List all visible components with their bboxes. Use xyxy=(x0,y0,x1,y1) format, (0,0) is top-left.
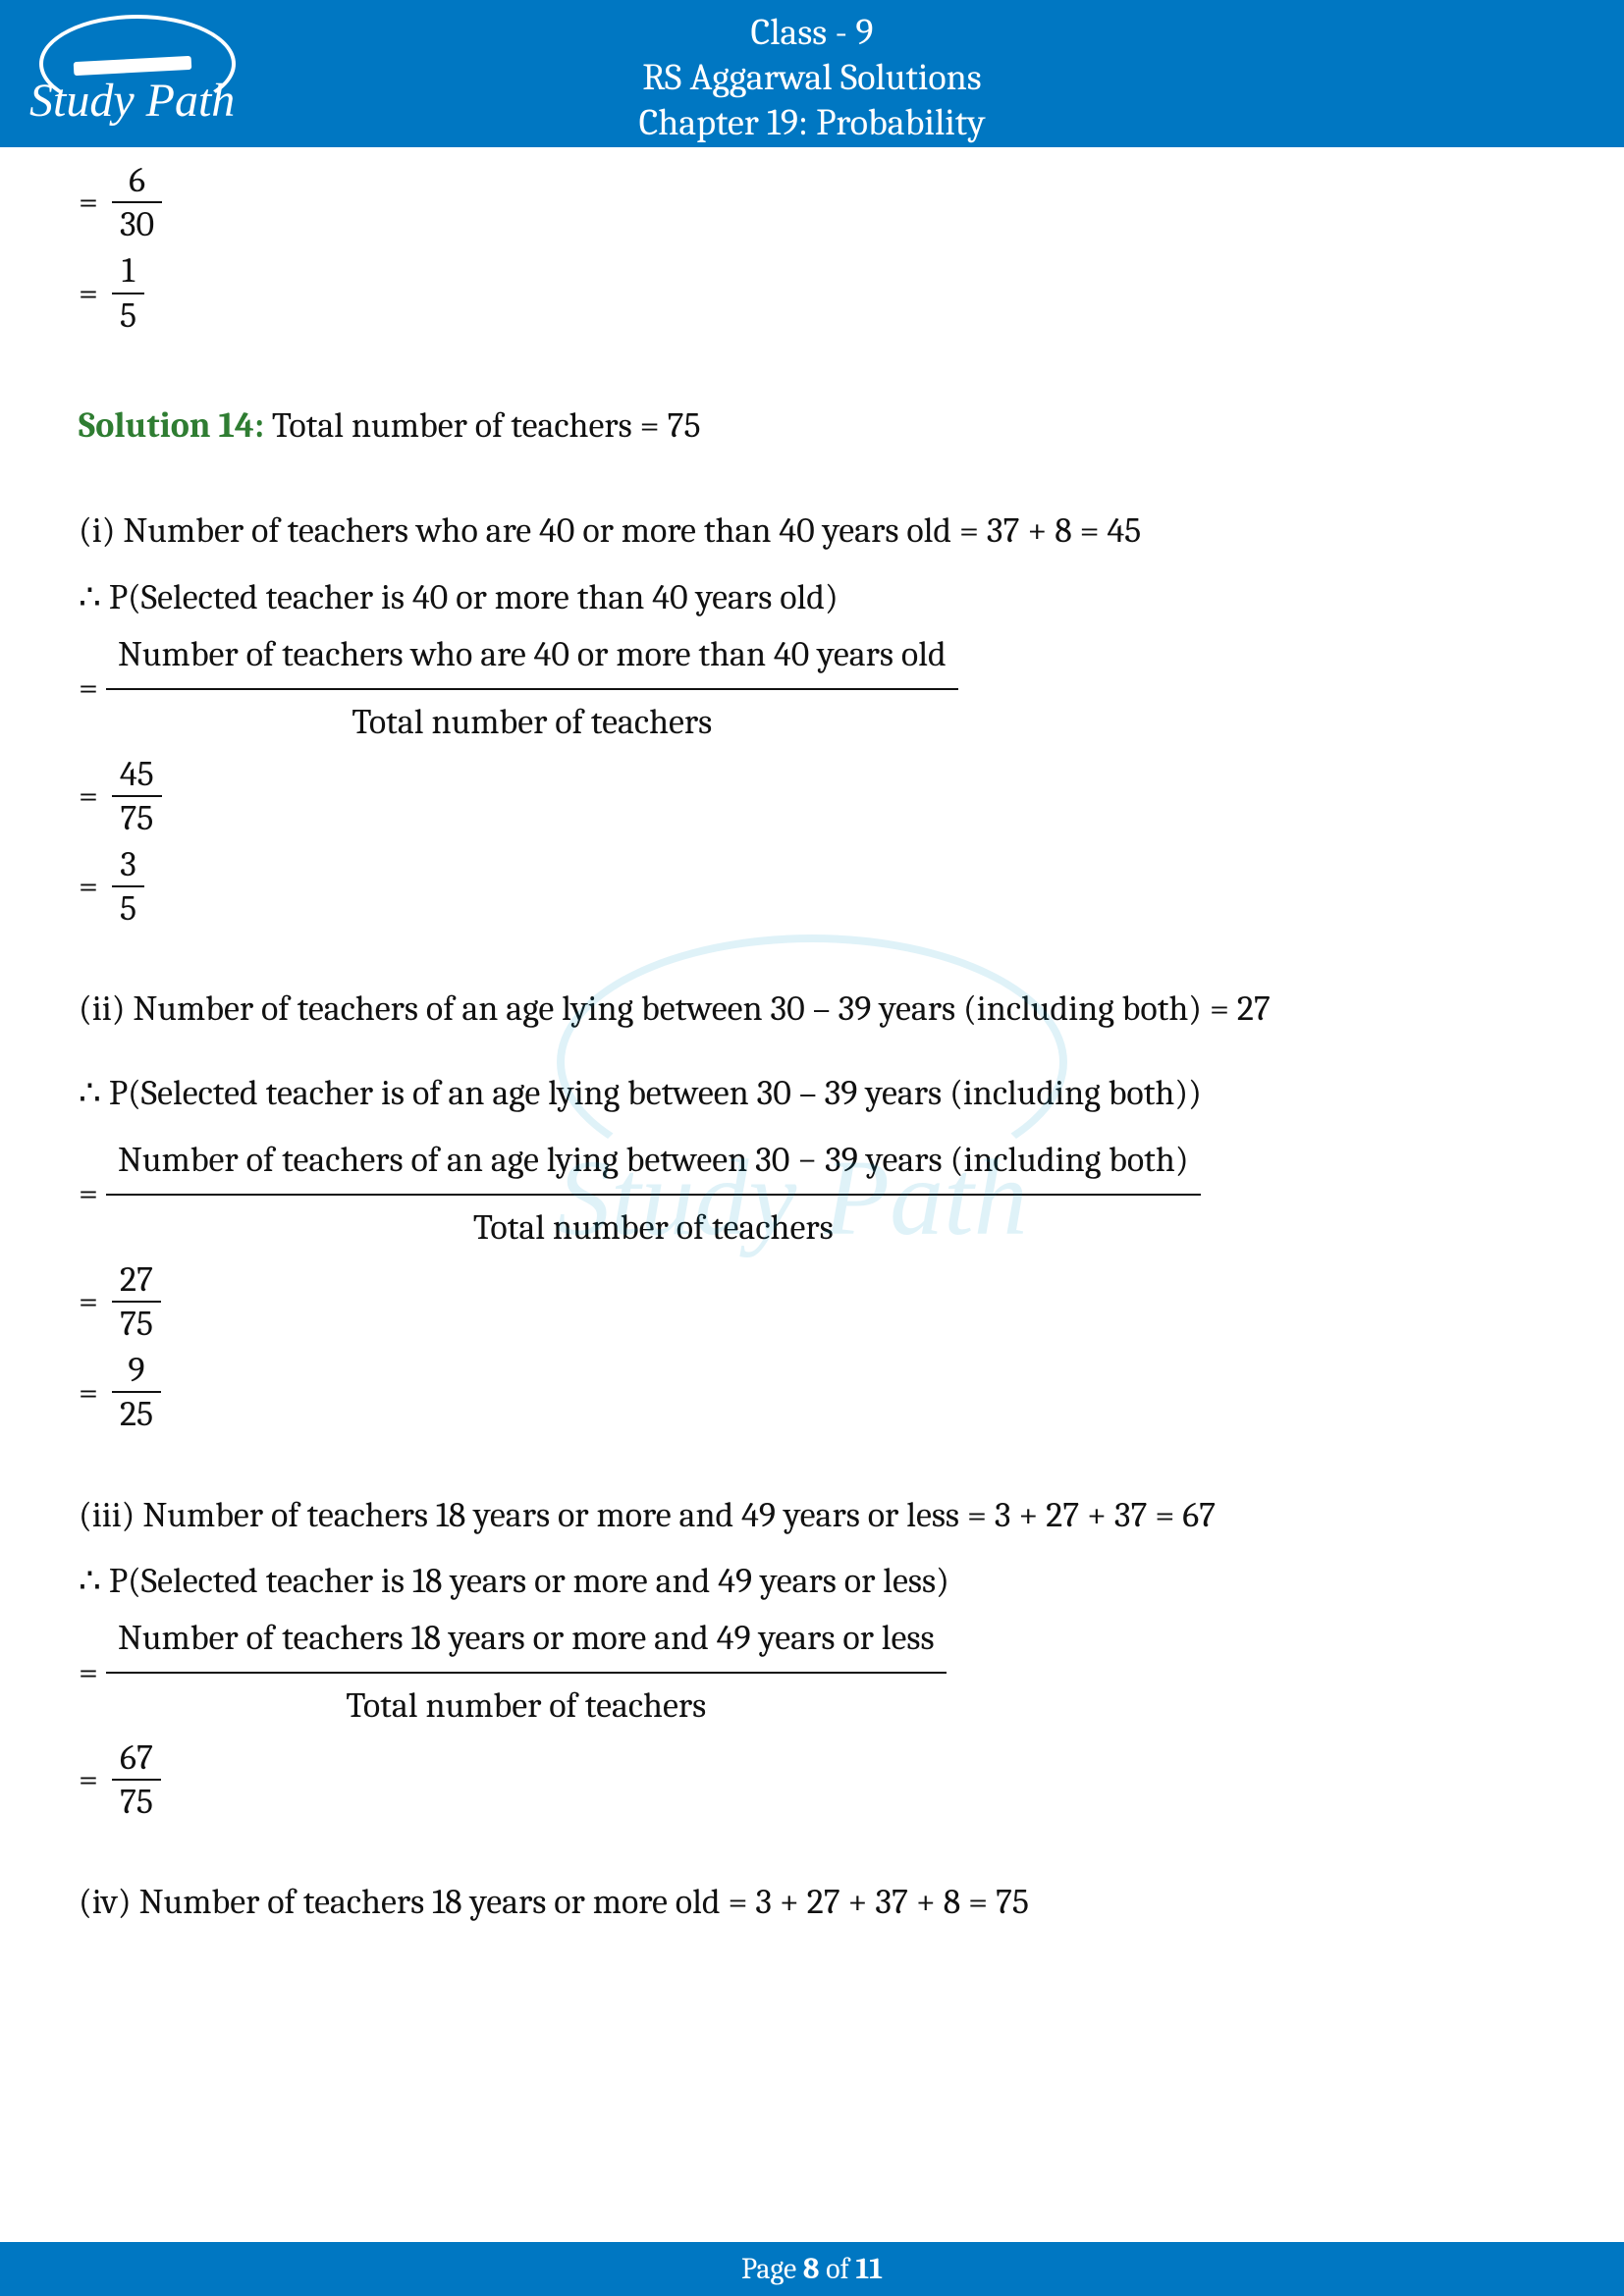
numerator: 6 xyxy=(112,159,162,203)
footer-current-page: 8 xyxy=(803,2252,820,2286)
denominator: 75 xyxy=(112,797,162,839)
page-header: Study Path Class - 9 RS Aggarwal Solutio… xyxy=(0,0,1624,147)
denominator: 5 xyxy=(112,294,144,337)
part-iv-line1: (iv) Number of teachers 18 years or more… xyxy=(79,1874,1545,1931)
equation-row: = 3 5 xyxy=(79,841,1545,932)
denominator-text: Total number of teachers xyxy=(334,1674,718,1735)
part-iii-line1: (iii) Number of teachers 18 years or mor… xyxy=(79,1487,1545,1544)
equation-row: = 67 75 xyxy=(79,1735,1545,1825)
equals-sign: = xyxy=(79,1644,98,1701)
equals-sign: = xyxy=(79,660,98,717)
numerator-text: Number of teachers of an age lying betwe… xyxy=(106,1132,1201,1197)
fraction: 3 5 xyxy=(112,843,144,930)
solution-label: Solution 14: xyxy=(79,405,264,446)
denominator: 30 xyxy=(112,203,162,245)
denominator-text: Total number of teachers xyxy=(340,690,724,751)
part-i-line2: ∴ P(Selected teacher is 40 or more than … xyxy=(79,569,1545,626)
part-i-line1: (i) Number of teachers who are 40 or mor… xyxy=(79,503,1545,560)
footer-mid: of xyxy=(819,2252,855,2286)
equation-row: = 45 75 xyxy=(79,751,1545,841)
page-footer: Page 8 of 11 xyxy=(0,2242,1624,2296)
denominator: 5 xyxy=(112,887,144,930)
equals-sign: = xyxy=(79,1165,98,1222)
text-fraction: Number of teachers who are 40 or more th… xyxy=(106,626,958,751)
part-ii-line2: ∴ P(Selected teacher is of an age lying … xyxy=(79,1065,1545,1122)
equals-sign: = xyxy=(79,1273,98,1330)
equals-sign: = xyxy=(79,1751,98,1808)
numerator: 27 xyxy=(112,1258,161,1303)
equals-sign: = xyxy=(79,265,98,322)
part-iii-line2: ∴ P(Selected teacher is 18 years or more… xyxy=(79,1553,1545,1610)
numerator: 3 xyxy=(112,843,144,887)
equals-sign: = xyxy=(79,174,98,231)
denominator: 75 xyxy=(112,1303,161,1345)
numerator: 45 xyxy=(112,753,162,797)
text-fraction: Number of teachers of an age lying betwe… xyxy=(106,1132,1201,1256)
page-content: Study Path = 6 30 = 1 5 Solution 14: Tot… xyxy=(0,147,1624,1931)
fraction: 1 5 xyxy=(112,249,144,336)
fraction: 9 25 xyxy=(112,1349,161,1435)
solution-intro: Total number of teachers = 75 xyxy=(264,405,701,446)
numerator: 9 xyxy=(112,1349,161,1393)
footer-total-pages: 11 xyxy=(855,2252,882,2286)
equation-row: = 9 25 xyxy=(79,1347,1545,1437)
denominator-text: Total number of teachers xyxy=(461,1196,845,1256)
solution-14-heading: Solution 14: Total number of teachers = … xyxy=(79,398,1545,454)
part-ii-line1: (ii) Number of teachers of an age lying … xyxy=(79,981,1545,1038)
text-fraction: Number of teachers 18 years or more and … xyxy=(106,1610,947,1735)
logo: Study Path xyxy=(29,15,255,133)
denominator: 25 xyxy=(112,1393,161,1435)
equation-row: = 1 5 xyxy=(79,247,1545,338)
equation-row: = Number of teachers 18 years or more an… xyxy=(79,1610,1545,1735)
equation-row: = 6 30 xyxy=(79,157,1545,247)
fraction: 45 75 xyxy=(112,753,162,839)
equals-sign: = xyxy=(79,858,98,915)
equation-row: = Number of teachers of an age lying bet… xyxy=(79,1132,1545,1256)
equation-row: = 27 75 xyxy=(79,1256,1545,1347)
numerator: 1 xyxy=(112,249,144,294)
footer-prefix: Page xyxy=(741,2252,803,2286)
equals-sign: = xyxy=(79,768,98,825)
numerator-text: Number of teachers who are 40 or more th… xyxy=(106,626,958,691)
logo-text: Study Path xyxy=(29,74,235,128)
denominator: 75 xyxy=(112,1781,161,1823)
numerator: 67 xyxy=(112,1736,161,1781)
fraction: 27 75 xyxy=(112,1258,161,1345)
fraction: 6 30 xyxy=(112,159,162,245)
equation-row: = Number of teachers who are 40 or more … xyxy=(79,626,1545,751)
fraction: 67 75 xyxy=(112,1736,161,1823)
numerator-text: Number of teachers 18 years or more and … xyxy=(106,1610,947,1675)
equals-sign: = xyxy=(79,1364,98,1421)
